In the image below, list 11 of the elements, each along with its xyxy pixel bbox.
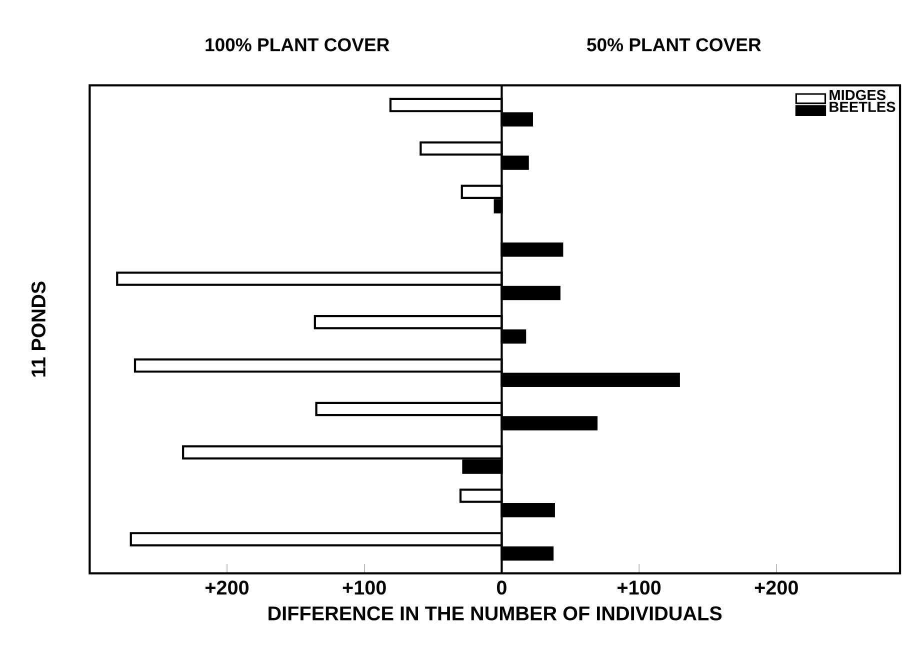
x-tick-label: +100 bbox=[342, 580, 386, 595]
text: 100% PLANT COVER bbox=[206, 38, 390, 52]
x-tick-label: 0 bbox=[496, 580, 506, 595]
text: 50% PLANT COVER bbox=[587, 38, 761, 52]
x-axis-title: DIFFERENCE IN THE NUMBER OF INDIVIDUALS bbox=[268, 606, 722, 621]
legend-label: MIDGES bbox=[830, 90, 886, 100]
x-tick-label: +200 bbox=[754, 580, 798, 595]
legend-label: BEETLES bbox=[830, 102, 896, 112]
x-tick-label: +200 bbox=[206, 580, 249, 595]
y-axis-title: 11 PONDS bbox=[31, 282, 46, 377]
x-tick-label: +100 bbox=[618, 580, 661, 595]
